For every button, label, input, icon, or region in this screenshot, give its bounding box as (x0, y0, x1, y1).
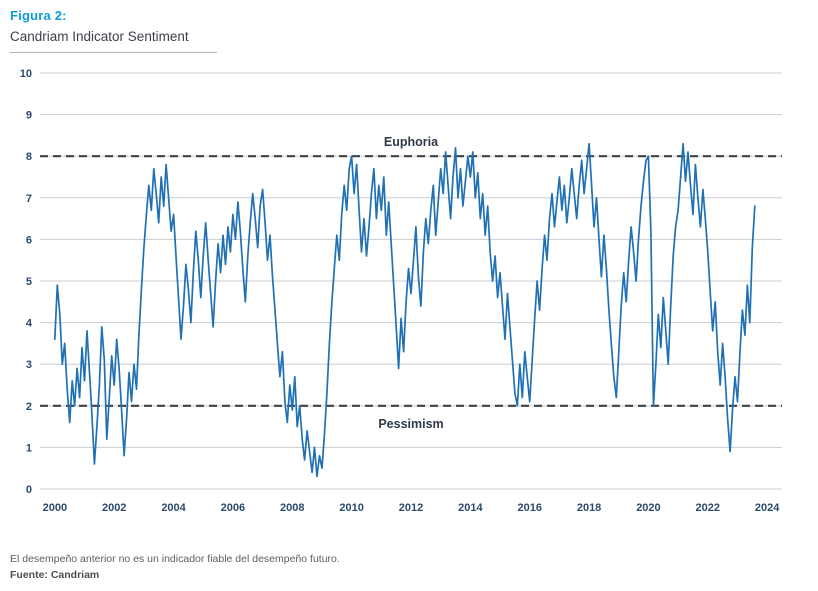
svg-text:9: 9 (26, 110, 32, 122)
svg-text:2012: 2012 (399, 502, 423, 514)
svg-text:2000: 2000 (43, 502, 67, 514)
svg-text:8: 8 (26, 151, 32, 163)
svg-text:2: 2 (26, 401, 32, 413)
svg-text:10: 10 (20, 68, 32, 80)
svg-text:Euphoria: Euphoria (384, 135, 439, 149)
svg-text:4: 4 (26, 318, 33, 330)
svg-text:2014: 2014 (458, 502, 483, 514)
svg-text:0: 0 (26, 484, 32, 496)
sentiment-chart: 0 1 2 3 4 5 6 7 8 9 10 2000 2002 2004 2006 2008 2010 2012… (20, 68, 782, 514)
figure-header: Figura 2: Candriam Indicator Sentiment (10, 8, 808, 53)
svg-text:6: 6 (26, 234, 32, 246)
svg-text:2004: 2004 (161, 502, 186, 514)
svg-text:2010: 2010 (339, 502, 363, 514)
chart-area: 0 1 2 3 4 5 6 7 8 9 10 2000 2002 2004 2006 2008 2010 2012… (10, 59, 808, 526)
svg-text:2022: 2022 (696, 502, 720, 514)
svg-text:2008: 2008 (280, 502, 304, 514)
svg-text:2006: 2006 (221, 502, 245, 514)
svg-text:2024: 2024 (755, 502, 780, 514)
figure-title: Candriam Indicator Sentiment (10, 29, 189, 44)
disclaimer-text: El desempeño anterior no es un indicador… (10, 553, 340, 565)
svg-text:2002: 2002 (102, 502, 126, 514)
svg-text:7: 7 (26, 193, 32, 205)
svg-text:Pessimism: Pessimism (378, 417, 443, 431)
svg-text:2018: 2018 (577, 502, 601, 514)
figure-label: Figura 2: (10, 8, 67, 23)
svg-text:3: 3 (26, 359, 32, 371)
figure-title-underline: Candriam Indicator Sentiment (10, 29, 217, 53)
svg-text:2020: 2020 (636, 502, 660, 514)
figure-footer: El desempeño anterior no es un indicador… (10, 553, 340, 581)
svg-text:1: 1 (26, 442, 32, 454)
source-text: Fuente: Candriam (10, 569, 100, 581)
svg-text:5: 5 (26, 276, 32, 288)
svg-text:2016: 2016 (517, 502, 541, 514)
